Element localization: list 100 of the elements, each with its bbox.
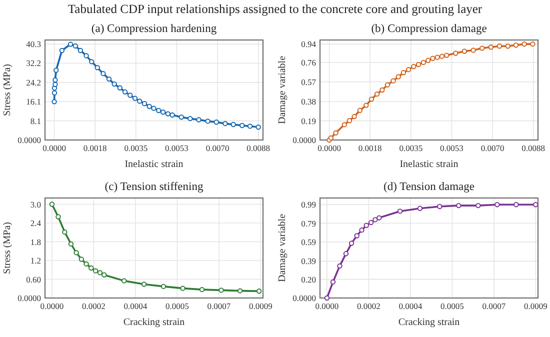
x-tick-label: 0.0070 bbox=[206, 143, 230, 153]
y-tick-label: 2.4 bbox=[30, 218, 42, 228]
point bbox=[513, 42, 519, 48]
y-tick-label: 0.57 bbox=[301, 76, 316, 87]
point bbox=[49, 202, 55, 207]
point bbox=[324, 295, 330, 301]
point bbox=[78, 48, 84, 54]
point bbox=[406, 66, 412, 72]
point bbox=[420, 60, 426, 66]
point bbox=[400, 70, 406, 76]
x-tick-label: 0.0007 bbox=[207, 301, 231, 311]
point bbox=[88, 265, 94, 271]
x-tick-label: 0.0005 bbox=[440, 301, 464, 311]
point bbox=[354, 233, 360, 238]
y-tick-label: 0.39 bbox=[301, 256, 316, 266]
y-tick-label: 32.2 bbox=[26, 58, 41, 68]
point bbox=[384, 82, 390, 88]
point bbox=[343, 251, 349, 256]
y-axis-title: Stress (MPa) bbox=[2, 64, 13, 116]
point bbox=[439, 54, 445, 59]
x-tick-label: 0.0088 bbox=[246, 143, 270, 153]
y-tick-label: 0.60 bbox=[26, 274, 41, 284]
x-tick-label: 0.0000 bbox=[42, 143, 66, 153]
x-tick-label: 0.0004 bbox=[124, 301, 148, 311]
point bbox=[488, 44, 494, 50]
point bbox=[359, 227, 364, 233]
chart-title: (a) Compression hardening bbox=[91, 23, 217, 35]
point bbox=[100, 70, 106, 76]
point bbox=[505, 44, 510, 49]
point bbox=[52, 99, 57, 104]
point bbox=[372, 217, 378, 222]
point bbox=[121, 278, 127, 284]
x-tick-label: 0.0000 bbox=[318, 143, 341, 153]
x-tick-label: 0.0018 bbox=[358, 143, 382, 153]
point bbox=[453, 50, 458, 56]
y-tick-label: 0.0000 bbox=[292, 135, 316, 145]
point bbox=[160, 110, 166, 115]
x-tick-label: 0.0009 bbox=[248, 301, 272, 311]
x-tick-label: 0.0053 bbox=[165, 143, 188, 153]
point bbox=[368, 96, 374, 102]
point bbox=[380, 87, 385, 93]
point bbox=[480, 46, 485, 51]
point bbox=[470, 48, 476, 53]
point bbox=[199, 286, 205, 292]
y-tick-label: 1.2 bbox=[30, 256, 41, 266]
point bbox=[494, 202, 500, 208]
point bbox=[141, 282, 147, 287]
x-tick-label: 0.0000 bbox=[40, 301, 64, 311]
point bbox=[533, 202, 538, 208]
point bbox=[430, 56, 436, 61]
y-tick-label: 0.76 bbox=[301, 57, 316, 68]
point bbox=[530, 41, 536, 47]
point bbox=[364, 222, 369, 228]
point bbox=[496, 44, 502, 49]
point bbox=[146, 104, 152, 110]
point bbox=[52, 82, 58, 88]
point bbox=[237, 288, 243, 294]
point bbox=[411, 64, 416, 70]
x-tick-label: 0.0000 bbox=[315, 301, 339, 311]
y-tick-label: 3.0 bbox=[30, 199, 41, 210]
point bbox=[132, 96, 138, 101]
point bbox=[434, 54, 440, 60]
x-axis-title: Cracking strain bbox=[123, 317, 185, 328]
point bbox=[205, 118, 210, 124]
point bbox=[52, 77, 58, 83]
y-tick-label: 0.99 bbox=[301, 200, 316, 210]
point bbox=[522, 41, 527, 47]
point bbox=[137, 98, 142, 104]
point bbox=[84, 53, 89, 58]
point bbox=[396, 74, 401, 80]
x-axis-title: Cracking strain bbox=[398, 317, 460, 328]
point bbox=[165, 111, 171, 116]
point bbox=[92, 268, 98, 274]
y-tick-label: 0.0000 bbox=[18, 135, 41, 145]
y-tick-label: 8.1 bbox=[30, 116, 41, 126]
x-tick-label: 0.0035 bbox=[399, 143, 423, 153]
point bbox=[456, 202, 462, 208]
text: Tabulated CDP input relationships assigned to the concrete core and grouting layer bbox=[68, 2, 483, 16]
y-tick-label: 1.8 bbox=[30, 236, 41, 247]
point bbox=[102, 272, 107, 278]
point bbox=[333, 130, 338, 136]
point bbox=[52, 90, 58, 96]
point bbox=[59, 48, 65, 54]
point bbox=[170, 112, 175, 118]
point bbox=[97, 270, 103, 276]
point bbox=[68, 42, 74, 47]
x-axis-title: Inelastic strain bbox=[400, 159, 458, 170]
x-tick-label: 0.0053 bbox=[440, 143, 464, 153]
point bbox=[476, 202, 481, 208]
point bbox=[352, 114, 357, 120]
y-tick-label: 0.20 bbox=[301, 274, 316, 284]
y-tick-label: 0.0000 bbox=[292, 293, 316, 303]
point bbox=[376, 215, 382, 220]
point bbox=[84, 261, 89, 267]
point bbox=[368, 220, 374, 226]
y-tick-label: 40.3 bbox=[26, 39, 41, 50]
point bbox=[122, 89, 128, 95]
y-tick-label: 16.1 bbox=[26, 96, 41, 107]
point bbox=[256, 288, 262, 294]
point bbox=[74, 250, 79, 256]
